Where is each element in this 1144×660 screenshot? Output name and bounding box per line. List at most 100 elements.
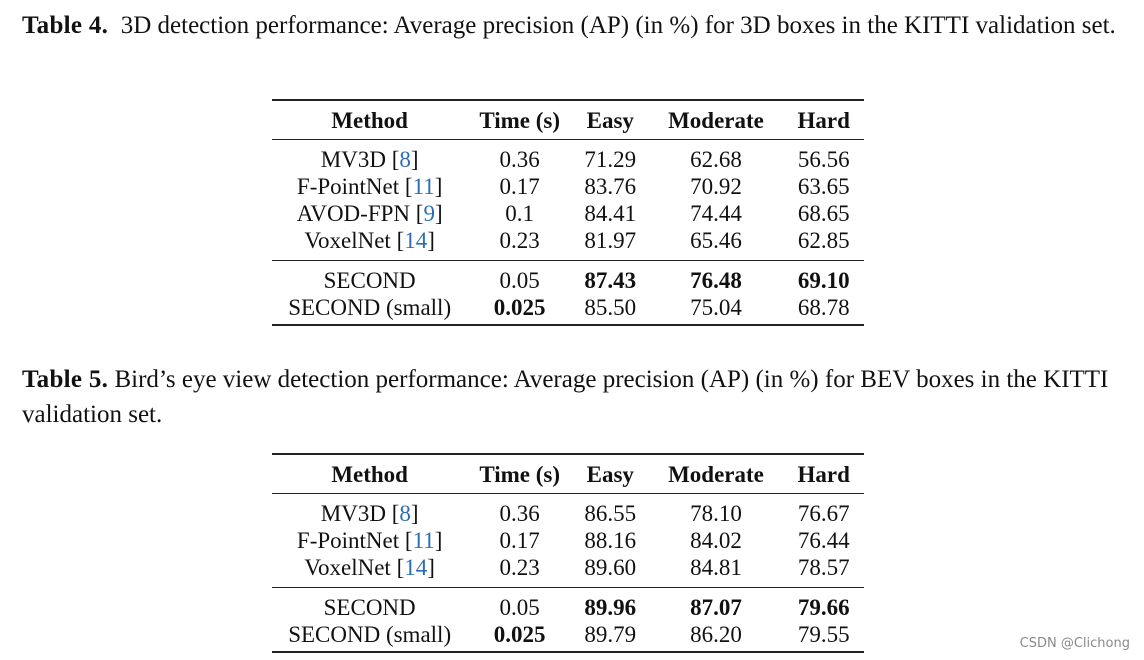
- method-name: AVOD-FPN: [296, 201, 411, 226]
- citation-link[interactable]: 11: [412, 174, 435, 199]
- table-row: MV3D [8] 0.36 86.55 78.10 76.67: [272, 494, 864, 528]
- hard-cell: 79.66: [797, 595, 850, 620]
- time-cell: 0.17: [499, 528, 540, 553]
- easy-cell: 84.41: [584, 201, 637, 226]
- easy-cell: 81.97: [584, 228, 637, 253]
- time-cell: 0.05: [499, 595, 540, 620]
- table-row: SECOND (small) 0.025 89.79 86.20 79.55: [272, 621, 864, 652]
- table-row: F-PointNet [11] 0.17 88.16 84.02 76.44: [272, 527, 864, 554]
- time-cell: 0.05: [499, 268, 540, 293]
- table5-caption: Table 5. Bird’s eye view detection perfo…: [22, 362, 1122, 432]
- method-name: SECOND: [323, 595, 416, 620]
- hard-cell: 79.55: [797, 622, 850, 647]
- column-header-easy: Easy: [586, 107, 634, 133]
- table5-baselines: MV3D [8] 0.36 86.55 78.10 76.67 F-PointNet [1…: [272, 494, 864, 588]
- moderate-cell: 62.68: [690, 147, 742, 172]
- easy-cell: 89.96: [584, 595, 637, 620]
- hard-cell: 56.56: [797, 147, 850, 172]
- citation-link[interactable]: 11: [412, 528, 435, 553]
- hard-cell: 62.85: [797, 228, 850, 253]
- easy-cell: 86.55: [584, 501, 637, 526]
- table-row: F-PointNet [11] 0.17 83.76 70.92 63.65: [272, 173, 864, 200]
- table4-header-row: Method Time (s) Easy Moderate Hard: [272, 100, 864, 140]
- column-header-time: Time (s): [479, 461, 561, 487]
- table-row: SECOND (small) 0.025 85.50 75.04 68.78: [272, 294, 864, 325]
- moderate-cell: 70.92: [690, 174, 742, 199]
- table4-caption: Table 4. 3D detection performance: Avera…: [22, 8, 1122, 43]
- moderate-cell: 84.81: [690, 555, 742, 580]
- hard-cell: 69.10: [797, 268, 850, 293]
- hard-cell: 68.78: [797, 295, 850, 320]
- table-row: SECOND 0.05 89.96 87.07 79.66: [272, 588, 864, 622]
- time-cell: 0.23: [499, 555, 540, 580]
- moderate-cell: 84.02: [690, 528, 742, 553]
- method-name: MV3D: [320, 501, 386, 526]
- table4-caption-text: 3D detection performance: Average precis…: [120, 12, 1116, 39]
- column-header-time: Time (s): [479, 107, 561, 133]
- hard-cell: 76.44: [797, 528, 850, 553]
- time-cell: 0.1: [505, 201, 535, 226]
- table5-second-rows: SECOND 0.05 89.96 87.07 79.66 SECOND (small) 0…: [272, 587, 864, 653]
- method-name: SECOND (small): [288, 295, 452, 320]
- table-row: VoxelNet [14] 0.23 89.60 84.81 78.57: [272, 554, 864, 588]
- method-cell: SECOND (small): [272, 621, 467, 652]
- method-name: F-PointNet: [296, 174, 400, 199]
- column-header-method: Method: [331, 461, 408, 487]
- method-name: MV3D: [320, 147, 386, 172]
- column-header-hard: Hard: [797, 461, 850, 487]
- table4-label: Table 4.: [22, 12, 109, 39]
- hard-cell: 78.57: [797, 555, 850, 580]
- method-name: VoxelNet: [304, 228, 391, 253]
- easy-cell: 87.43: [584, 268, 637, 293]
- easy-cell: 89.60: [584, 555, 637, 580]
- method-cell: F-PointNet [11]: [296, 528, 443, 553]
- method-name: VoxelNet: [304, 555, 391, 580]
- easy-cell: 71.29: [584, 147, 637, 172]
- method-cell: AVOD-FPN [9]: [296, 201, 443, 226]
- watermark: CSDN @Clichong: [1019, 636, 1130, 651]
- hard-cell: 63.65: [797, 174, 850, 199]
- column-header-easy: Easy: [586, 461, 634, 487]
- table-row: MV3D [8] 0.36 71.29 62.68 56.56: [272, 140, 864, 174]
- time-cell: 0.025: [493, 622, 546, 647]
- moderate-cell: 65.46: [690, 228, 742, 253]
- method-name: SECOND (small): [288, 622, 452, 647]
- column-header-method: Method: [331, 107, 408, 133]
- method-cell: VoxelNet [14]: [304, 555, 435, 580]
- table-row: AVOD-FPN [9] 0.1 84.41 74.44 68.65: [272, 200, 864, 227]
- method-cell: VoxelNet [14]: [304, 228, 435, 253]
- table5: Method Time (s) Easy Moderate Hard MV3D [8] 0…: [272, 453, 864, 653]
- time-cell: 0.36: [499, 147, 540, 172]
- method-cell: SECOND: [272, 261, 467, 295]
- hard-cell: 68.65: [797, 201, 850, 226]
- citation-link[interactable]: 14: [404, 555, 428, 580]
- time-cell: 0.36: [499, 501, 540, 526]
- hard-cell: 76.67: [797, 501, 850, 526]
- column-header-hard: Hard: [797, 107, 850, 133]
- moderate-cell: 87.07: [690, 595, 742, 620]
- method-name: F-PointNet: [296, 528, 400, 553]
- easy-cell: 85.50: [584, 295, 637, 320]
- column-header-moderate: Moderate: [668, 461, 764, 487]
- easy-cell: 83.76: [584, 174, 637, 199]
- table4-second-rows: SECOND 0.05 87.43 76.48 69.10 SECOND (small) 0…: [272, 260, 864, 326]
- citation-link[interactable]: 14: [404, 228, 428, 253]
- moderate-cell: 76.48: [690, 268, 742, 293]
- table4: Method Time (s) Easy Moderate Hard MV3D [8] 0…: [272, 99, 864, 326]
- table-row: SECOND 0.05 87.43 76.48 69.10: [272, 261, 864, 295]
- method-name: SECOND: [323, 268, 416, 293]
- moderate-cell: 75.04: [690, 295, 742, 320]
- method-cell: MV3D [8]: [320, 501, 419, 526]
- easy-cell: 88.16: [584, 528, 637, 553]
- citation-link[interactable]: 8: [399, 501, 411, 526]
- method-cell: SECOND: [272, 588, 467, 622]
- time-cell: 0.17: [499, 174, 540, 199]
- moderate-cell: 74.44: [690, 201, 742, 226]
- column-header-moderate: Moderate: [668, 107, 764, 133]
- citation-link[interactable]: 9: [423, 201, 435, 226]
- citation-link[interactable]: 8: [399, 147, 411, 172]
- table5-label: Table 5.: [22, 366, 109, 393]
- method-cell: MV3D [8]: [320, 147, 419, 172]
- moderate-cell: 86.20: [690, 622, 742, 647]
- moderate-cell: 78.10: [690, 501, 742, 526]
